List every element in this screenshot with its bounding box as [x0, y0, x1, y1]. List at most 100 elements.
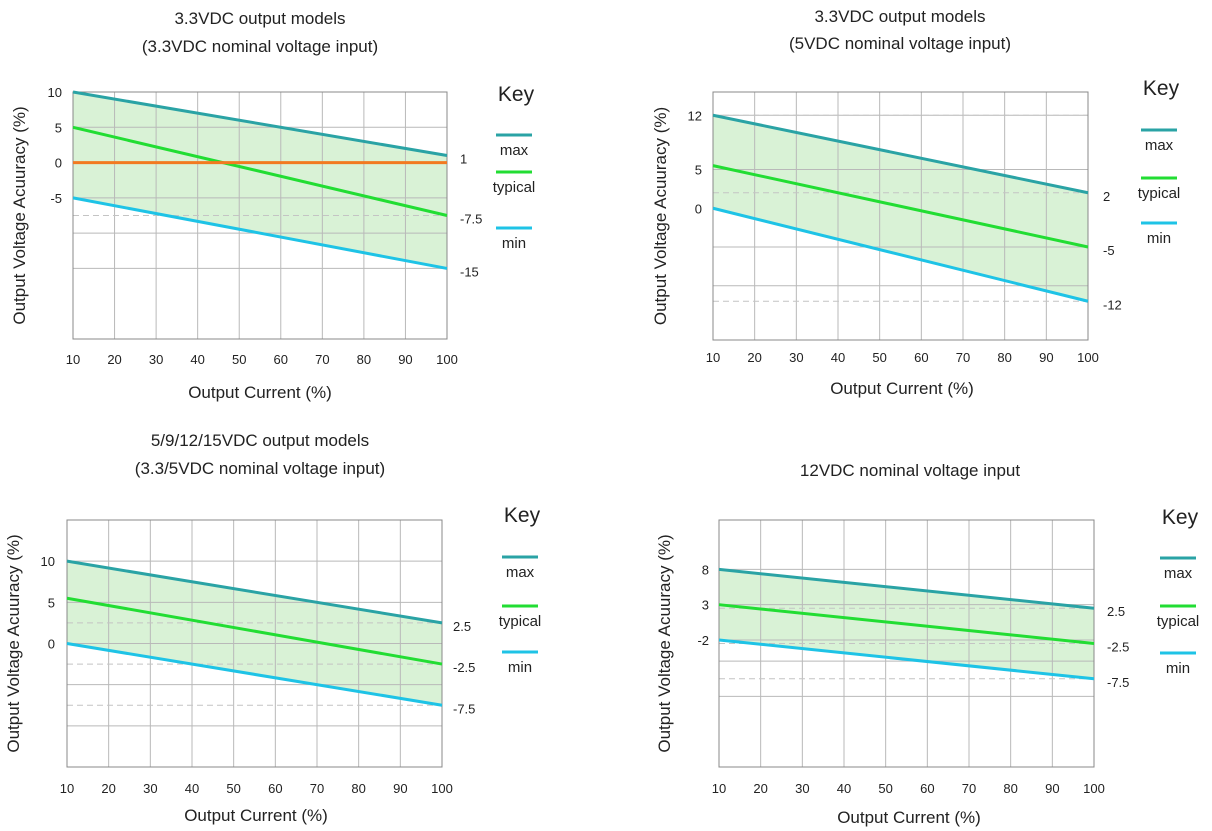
y-axis-label: Output Voltage Acuuracy (%) [10, 106, 29, 324]
y-tick-label: 0 [695, 201, 702, 216]
series-line-typical [72, 125, 448, 217]
x-tick-label: 80 [351, 781, 365, 796]
series-line-typical [718, 603, 1095, 645]
tolerance-band [73, 92, 447, 269]
chart-title: 12VDC nominal voltage input [800, 461, 1020, 480]
x-tick-label: 40 [831, 350, 845, 365]
y-tick-label: 5 [55, 120, 62, 135]
legend-label-min: min [508, 659, 532, 676]
legend-label-max: max [1164, 565, 1193, 582]
y-tick-label: -2 [697, 633, 709, 648]
legend-label-typical: typical [1157, 613, 1200, 630]
x-tick-label: 50 [878, 781, 892, 796]
y-tick-label: 0 [48, 637, 55, 652]
chart-subtitle: (3.3VDC nominal voltage input) [142, 37, 378, 56]
series-line-max [72, 90, 448, 157]
x-tick-label: 40 [185, 781, 199, 796]
x-tick-label: 10 [712, 781, 726, 796]
x-tick-label: 20 [753, 781, 767, 796]
x-tick-label: 10 [60, 781, 74, 796]
series-line-typical [712, 164, 1089, 249]
series-line-min [718, 638, 1095, 681]
x-axis-label: Output Current (%) [837, 808, 981, 827]
series-line-min [66, 642, 443, 707]
legend-label-max: max [1145, 137, 1174, 154]
series-line-typical [66, 596, 443, 666]
legend-label-typical: typical [1138, 185, 1181, 202]
x-tick-label: 90 [1039, 350, 1053, 365]
x-tick-label: 100 [431, 781, 453, 796]
x-tick-label: 30 [143, 781, 157, 796]
chart-title: 3.3VDC output models [814, 7, 985, 26]
series-line-max [718, 567, 1095, 610]
y-tick-label: 3 [702, 598, 709, 613]
x-tick-label: 50 [226, 781, 240, 796]
x-tick-label: 80 [357, 352, 371, 367]
y-tick-label: 10 [41, 554, 55, 569]
x-tick-label: 90 [393, 781, 407, 796]
chart-canvas: 3.3VDC output models (5VDC nominal voltag… [651, 7, 1180, 398]
y-tick-label: 5 [695, 163, 702, 178]
x-tick-label: 60 [920, 781, 934, 796]
x-tick-label: 90 [1045, 781, 1059, 796]
legend-label-max: max [506, 564, 535, 581]
x-tick-label: 100 [436, 352, 458, 367]
chart-1: 3.3VDC output models (3.3VDC nominal volt… [10, 9, 536, 402]
end-value-label: -15 [460, 264, 479, 279]
legend-title: Key [1162, 506, 1199, 529]
x-tick-label: 70 [956, 350, 970, 365]
x-tick-label: 70 [310, 781, 324, 796]
y-tick-label: 5 [48, 595, 55, 610]
legend-label-typical: typical [493, 179, 536, 196]
legend-title: Key [504, 504, 541, 527]
chart-panel-1: 3.3VDC output models (3.3VDC nominal volt… [0, 0, 606, 415]
legend-label-min: min [1166, 660, 1190, 677]
x-tick-label: 20 [101, 781, 115, 796]
x-tick-label: 60 [274, 352, 288, 367]
chart-subtitle: (5VDC nominal voltage input) [789, 34, 1011, 53]
chart-2: 3.3VDC output models (5VDC nominal voltag… [651, 7, 1180, 398]
x-tick-label: 60 [268, 781, 282, 796]
end-value-label: 2 [1103, 189, 1110, 204]
end-value-label: -12 [1103, 297, 1122, 312]
y-axis-label: Output Voltage Acuuracy (%) [651, 107, 670, 325]
chart-title: 5/9/12/15VDC output models [151, 431, 369, 450]
x-axis-label: Output Current (%) [188, 383, 332, 402]
legend-title: Key [1143, 77, 1180, 100]
x-tick-label: 100 [1077, 350, 1099, 365]
x-tick-label: 80 [997, 350, 1011, 365]
legend-label-max: max [500, 142, 529, 159]
x-tick-label: 70 [962, 781, 976, 796]
y-tick-label: 8 [702, 562, 709, 577]
end-value-label: -7.5 [1107, 675, 1129, 690]
x-tick-label: 40 [190, 352, 204, 367]
end-value-label: 2.5 [1107, 604, 1125, 619]
y-tick-label: 10 [48, 85, 62, 100]
x-tick-label: 90 [398, 352, 412, 367]
chart-subtitle: (3.3/5VDC nominal voltage input) [135, 459, 385, 478]
end-value-label: -2.5 [1107, 640, 1129, 655]
y-tick-label: 0 [55, 156, 62, 171]
legend-label-min: min [502, 235, 526, 252]
chart-canvas: 5/9/12/15VDC output models (3.3/5VDC nomi… [4, 431, 541, 825]
end-value-label: -7.5 [453, 701, 475, 716]
chart-panel-2: 3.3VDC output models (5VDC nominal voltag… [606, 0, 1212, 415]
x-axis-label: Output Current (%) [184, 806, 328, 825]
legend-label-typical: typical [499, 613, 542, 630]
x-tick-label: 30 [149, 352, 163, 367]
end-value-label: -7.5 [460, 212, 482, 227]
series-line-min [712, 206, 1089, 303]
x-tick-label: 50 [872, 350, 886, 365]
x-tick-label: 10 [706, 350, 720, 365]
x-tick-label: 30 [789, 350, 803, 365]
tolerance-band [713, 115, 1088, 302]
x-tick-label: 10 [66, 352, 80, 367]
x-tick-label: 80 [1003, 781, 1017, 796]
y-axis-label: Output Voltage Acuuracy (%) [655, 534, 674, 752]
chart-canvas: 12VDC nominal voltage input 10 20 30 40 50 60 7… [655, 461, 1199, 827]
y-tick-label: 12 [688, 108, 702, 123]
chart-panel-4: 12VDC nominal voltage input 10 20 30 40 50 60 7… [606, 415, 1212, 831]
x-tick-label: 60 [914, 350, 928, 365]
x-tick-label: 40 [837, 781, 851, 796]
chart-3: 5/9/12/15VDC output models (3.3/5VDC nomi… [4, 431, 541, 825]
